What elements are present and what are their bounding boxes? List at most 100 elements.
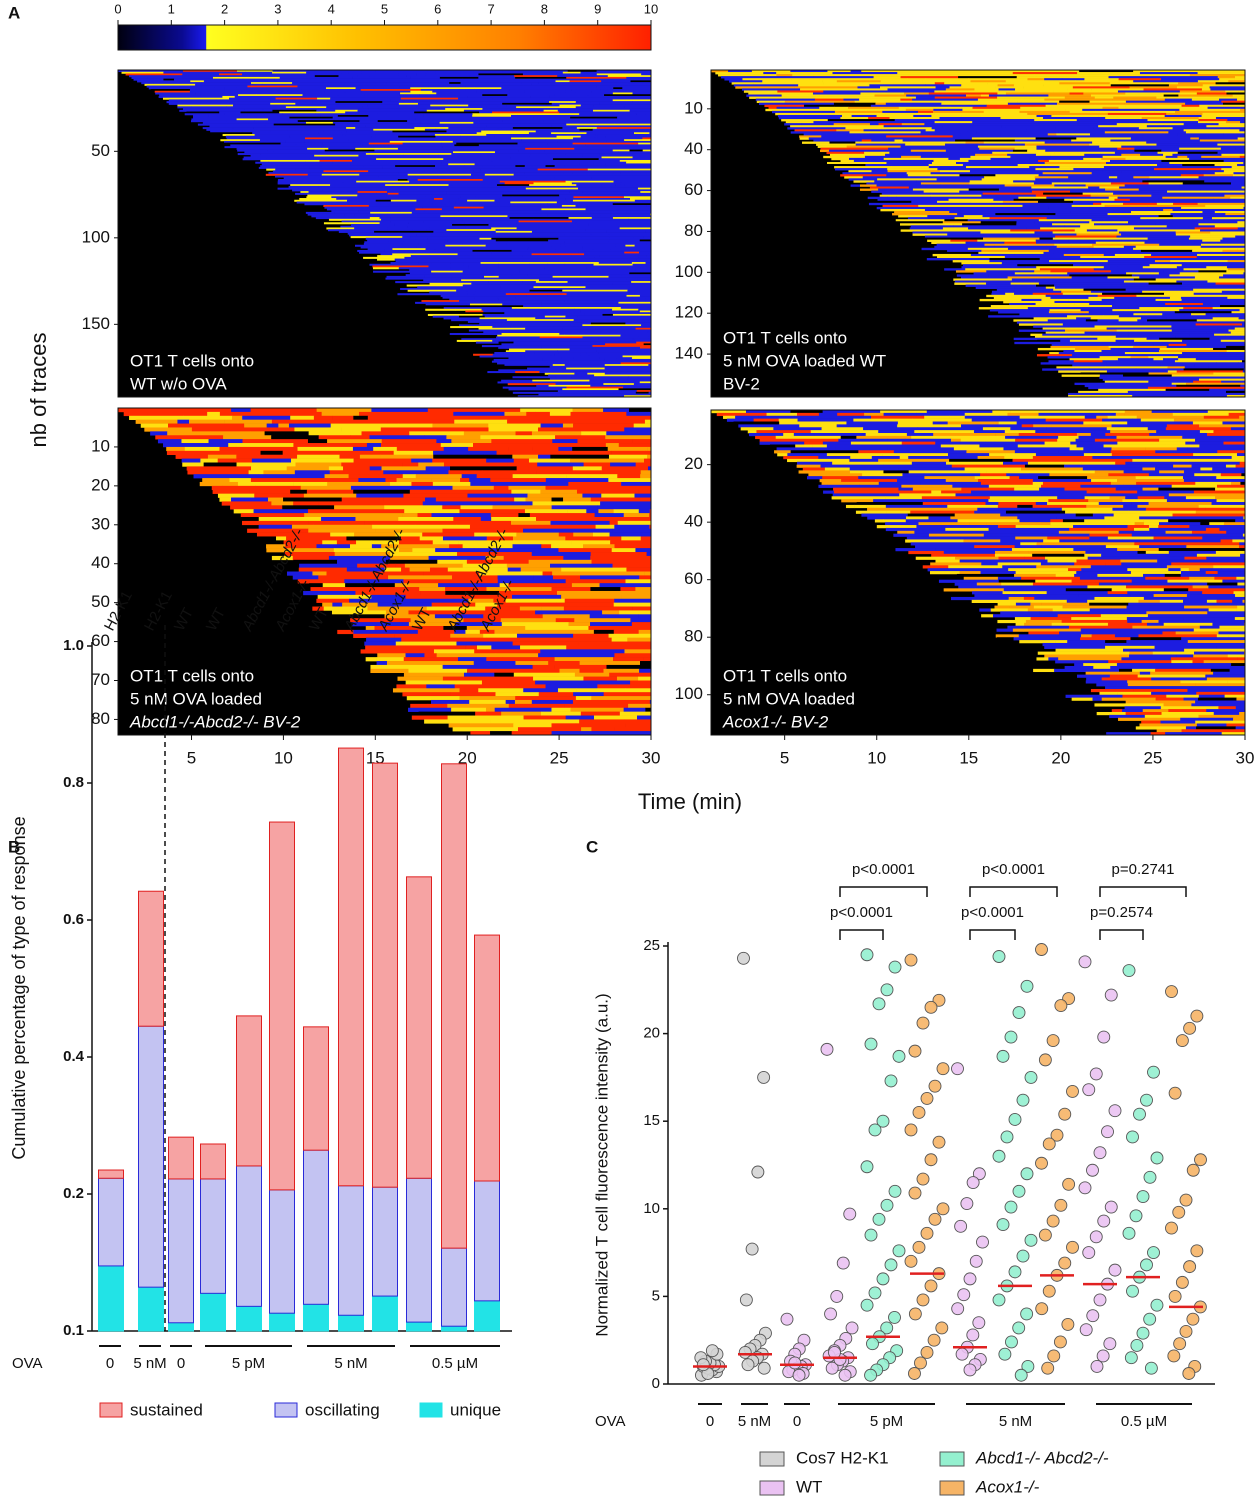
heatmap-cell <box>1209 343 1246 347</box>
heatmap-cell <box>900 223 963 226</box>
heatmap-cell <box>424 272 473 275</box>
heatmap-cell <box>846 135 861 138</box>
heatmap-cell <box>827 70 851 73</box>
heatmap-cell <box>228 443 271 448</box>
heatmap-cell <box>527 128 558 131</box>
heatmap-cell <box>1046 247 1090 251</box>
heatmap-cell <box>965 268 989 271</box>
heatmap-cell <box>515 431 533 436</box>
heatmap-cell <box>1048 206 1090 210</box>
heatmap-cell <box>466 559 529 565</box>
heatmap-cell <box>836 424 898 428</box>
heatmap-cell <box>989 309 1041 312</box>
heatmap-cell <box>823 490 835 494</box>
heatmap-cell <box>590 555 615 561</box>
heatmap-cell <box>330 97 378 100</box>
heatmap-cell <box>1091 243 1160 247</box>
heatmap-cell <box>894 139 903 142</box>
heatmap-cell <box>1048 159 1111 163</box>
heatmap-cell <box>278 99 319 102</box>
heatmap-cell <box>568 622 591 627</box>
heatmap-cell <box>1185 131 1246 134</box>
heatmap-cell <box>357 75 407 78</box>
heatmap-cell <box>646 243 652 246</box>
heatmap-cell <box>338 450 394 456</box>
heatmap-cell <box>513 173 564 176</box>
heatmap-cell <box>386 111 415 114</box>
heatmap-cell <box>332 137 376 140</box>
heatmap-cell <box>951 464 978 468</box>
heatmap-cell <box>385 559 438 565</box>
heatmap-cell <box>279 76 336 79</box>
heatmap-cell <box>394 633 451 638</box>
heatmap-cell <box>644 298 652 301</box>
heatmap-cell <box>475 341 499 344</box>
heatmap-cell <box>449 332 502 336</box>
heatmap-cell <box>639 175 651 178</box>
heatmap-cell <box>536 470 576 475</box>
heatmap-cell <box>456 641 467 646</box>
heatmap-cell <box>1076 164 1101 167</box>
heatmap-cell <box>634 270 652 273</box>
heatmap-cell <box>515 76 567 79</box>
heatmap-cell <box>886 135 954 138</box>
heatmap-cell <box>1142 266 1178 269</box>
heatmap-cell <box>494 165 516 168</box>
heatmap-cell <box>1165 444 1200 448</box>
heatmap-cell <box>465 310 484 313</box>
heatmap-cell <box>560 244 616 247</box>
heatmap-cell <box>621 390 638 393</box>
heatmap-cell <box>887 438 906 442</box>
heatmap-cell <box>1042 481 1079 486</box>
heatmap-cell <box>1107 213 1171 216</box>
heatmap-cell <box>1164 114 1202 118</box>
heatmap-cell <box>380 443 442 448</box>
heatmap-cell <box>958 168 984 171</box>
heatmap-cell <box>512 376 528 379</box>
heatmap-cell <box>978 251 1044 255</box>
heatmap-cell <box>589 379 635 382</box>
heatmap-cell <box>942 484 953 488</box>
heatmap-cell <box>639 575 652 580</box>
heatmap-cell <box>627 248 652 251</box>
heatmap-cell <box>878 430 915 434</box>
heatmap-cell <box>1219 608 1237 612</box>
heatmap-cell <box>788 438 839 442</box>
heatmap-cell <box>778 117 841 120</box>
heatmap-cell <box>833 102 876 106</box>
heatmap-cell <box>1194 221 1219 224</box>
heatmap-cell <box>419 587 446 592</box>
heatmap-cell <box>384 116 443 119</box>
heatmap-cell <box>1180 284 1236 287</box>
heatmap-cell <box>827 119 896 122</box>
heatmap-cell <box>570 411 627 417</box>
heatmap-cell <box>906 536 961 540</box>
heatmap-cell <box>554 94 605 97</box>
heatmap-cell <box>524 236 534 239</box>
heatmap-cell <box>900 70 957 73</box>
heatmap-cell <box>509 99 560 102</box>
heatmap-cell <box>784 102 835 106</box>
heatmap-cell <box>556 602 614 607</box>
heatmap-cell <box>558 237 610 240</box>
heatmap-cell <box>1165 530 1193 534</box>
heatmap-cell <box>1243 206 1246 210</box>
heatmap-cell <box>954 217 990 220</box>
heatmap-cell <box>1189 525 1246 529</box>
heatmap-cell <box>210 130 243 133</box>
heatmap-cell <box>620 307 652 310</box>
heatmap-cell <box>866 467 899 471</box>
heatmap-cell <box>1166 467 1201 471</box>
heatmap-cell <box>495 213 510 216</box>
heatmap-cell <box>1129 651 1154 655</box>
heatmap-cell <box>1013 319 1049 322</box>
heatmap-cell <box>638 336 649 339</box>
heatmap-cell <box>861 96 917 99</box>
heatmap-cell <box>1038 219 1092 222</box>
heatmap-cell <box>1039 237 1054 240</box>
heatmap-cell <box>1136 341 1185 345</box>
heatmap-cell <box>640 470 652 475</box>
heatmap-cell <box>538 454 551 459</box>
heatmap-cell <box>1026 129 1080 132</box>
heatmap-cell <box>1214 172 1234 175</box>
